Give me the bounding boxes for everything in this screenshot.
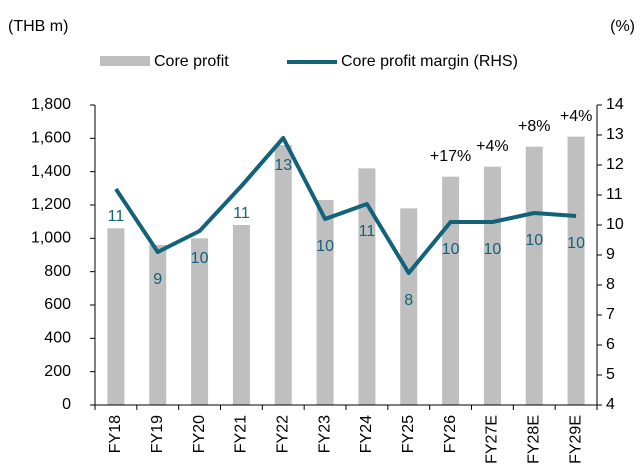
line-value-label: 9: [153, 271, 162, 288]
x-tick-label: FY27E: [484, 415, 501, 464]
bar: [107, 228, 125, 405]
legend-label: Core profit margin (RHS): [341, 53, 518, 70]
y2-tick-label: 9: [606, 246, 615, 263]
bar: [232, 225, 250, 405]
margin-line: [114, 136, 577, 275]
y2-tick-label: 8: [606, 276, 615, 293]
y-tick-label: 800: [44, 263, 71, 280]
y-tick-label: 400: [44, 330, 71, 347]
y-tick-label: 200: [44, 363, 71, 380]
bar: [483, 166, 501, 405]
line-value-label: 10: [484, 241, 502, 258]
y-tick-label: 1,400: [31, 163, 71, 180]
bar: [525, 146, 543, 405]
bar: [442, 176, 460, 405]
x-tick-label: FY26: [442, 415, 459, 453]
y-tick-label: 1,000: [31, 230, 71, 247]
y-unit: (THB m): [8, 18, 68, 35]
bar: [191, 238, 209, 405]
y2-tick-label: 4: [606, 396, 615, 413]
x-tick-label: FY20: [191, 415, 208, 453]
x-tick-label: FY23: [316, 415, 333, 453]
x-tick-label: FY29E: [567, 415, 584, 464]
line-value-label: 10: [191, 250, 209, 267]
y-tick-label: 1,200: [31, 196, 71, 213]
y-tick-label: 1,800: [31, 96, 71, 113]
y-tick-label: 1,600: [31, 130, 71, 147]
y-tick-label: 0: [62, 396, 71, 413]
y2-tick-label: 11: [606, 186, 623, 203]
x-tick-label: FY18: [107, 415, 124, 453]
growth-label: +8%: [518, 118, 550, 135]
y2-tick-label: 14: [606, 96, 624, 113]
bar: [400, 208, 418, 405]
y2-tick-label: 7: [606, 306, 615, 323]
bar: [358, 168, 376, 405]
line-value-label: 11: [233, 205, 250, 222]
y2-unit: (%): [610, 18, 635, 35]
growth-label: +4%: [560, 108, 592, 125]
growth-label: +17%: [430, 148, 471, 165]
y2-tick-label: 12: [606, 156, 624, 173]
legend-swatch: [100, 56, 150, 66]
x-tick-label: FY22: [274, 415, 291, 453]
growth-label: +4%: [476, 138, 508, 155]
y2-tick-label: 10: [606, 216, 624, 233]
line-value-label: 13: [274, 157, 292, 174]
line-value-label: 8: [404, 292, 413, 309]
line-value-label: 11: [108, 208, 125, 225]
x-tick-label: FY21: [233, 415, 250, 453]
bar: [567, 136, 585, 405]
bar: [316, 200, 334, 405]
x-tick-label: FY28E: [525, 415, 542, 464]
legend-label: Core profit: [154, 53, 229, 70]
y2-tick-label: 6: [606, 336, 615, 353]
line-value-label: 10: [316, 238, 334, 255]
line-value-label: 10: [567, 235, 585, 252]
y-tick-label: 600: [44, 296, 71, 313]
bar: [274, 145, 292, 405]
line-value-label: 10: [442, 241, 460, 258]
line-value-label: 11: [359, 223, 376, 240]
line-value-label: 10: [525, 232, 543, 249]
bar: [149, 245, 167, 405]
x-tick-label: FY19: [149, 415, 166, 453]
y2-tick-label: 5: [606, 366, 615, 383]
x-tick-label: FY25: [400, 415, 417, 453]
y2-tick-label: 13: [606, 126, 624, 143]
x-tick-label: FY24: [358, 415, 375, 453]
